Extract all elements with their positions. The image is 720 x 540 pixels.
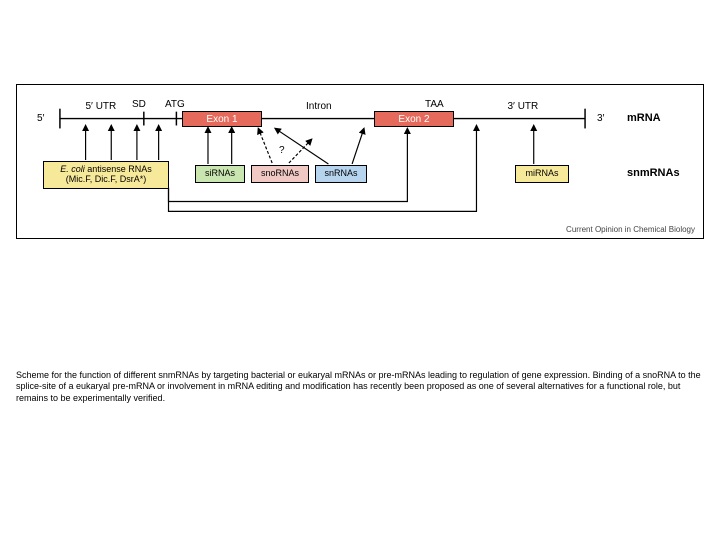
- label-3prime: 3′: [597, 113, 604, 124]
- diagram-frame: 5′ 3′ mRNA 5′ UTR Intron 3′ UTR SD ATG TAA Exon 1…: [16, 84, 704, 239]
- attribution-text: Current Opinion in Chemical Biology: [566, 225, 695, 234]
- label-5prime: 5′: [37, 113, 44, 124]
- label-snmrnas: snmRNAs: [627, 167, 680, 179]
- tick-sd: SD: [132, 99, 146, 110]
- label-intron: Intron: [306, 101, 332, 112]
- rnabox-si: siRNAs: [195, 165, 245, 183]
- rnabox-mi: miRNAs: [515, 165, 569, 183]
- rnabox-sno: snoRNAs: [251, 165, 309, 183]
- rnabox-ecoli: E. coli antisense RNAs(Mic.F, Dic.F, Dsr…: [43, 161, 169, 189]
- label-5utr: 5′ UTR: [86, 101, 117, 112]
- rnabox-sn: snRNAs: [315, 165, 367, 183]
- exon-2: Exon 2: [374, 111, 454, 127]
- question-mark: ?: [279, 145, 285, 156]
- tick-taa: TAA: [425, 99, 444, 110]
- exon-1: Exon 1: [182, 111, 262, 127]
- label-mrna: mRNA: [627, 112, 661, 124]
- label-3utr: 3′ UTR: [508, 101, 539, 112]
- tick-atg: ATG: [165, 99, 185, 110]
- caption-text: Scheme for the function of different snm…: [16, 370, 704, 404]
